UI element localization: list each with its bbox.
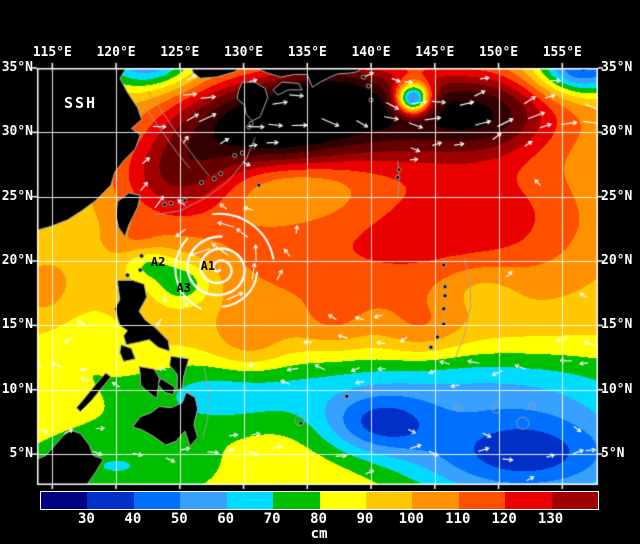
colorbar-tick-label: 70 [263, 511, 281, 527]
lat-tick-label-left: 5°N [9, 446, 33, 462]
lon-tick-label: 155°E [542, 45, 582, 60]
colorbar-tick-labels: 30 40 50 60 70 80 90 100 110 120 130 [0, 511, 640, 527]
colorbar-segment [319, 492, 366, 509]
lon-tick-label: 140°E [351, 45, 391, 60]
colorbar-tick-label: 80 [310, 511, 327, 527]
colorbar-segment [273, 492, 320, 509]
field-label: SSH [64, 94, 98, 112]
lat-tick-label-left: 20°N [1, 253, 33, 269]
colorbar-tick-label: 40 [124, 511, 142, 527]
colorbar-segment [365, 492, 413, 509]
colorbar-segment [133, 492, 181, 509]
colorbar-tick-label: 100 [398, 511, 424, 527]
colorbar-tick-label: 60 [217, 511, 235, 527]
colorbar-tick-label: 110 [445, 511, 471, 527]
lon-tick-label: 125°E [160, 45, 200, 60]
lon-tick-label: 130°E [223, 45, 264, 60]
lon-tick-label: 150°E [478, 45, 519, 60]
lat-tick-label-right: 30°N [601, 124, 633, 140]
lat-tick-label-left: 15°N [1, 317, 33, 333]
colorbar [40, 491, 599, 510]
colorbar-segment [180, 492, 227, 509]
lon-tick-label: 135°E [287, 45, 327, 60]
colorbar-tick-label: 50 [170, 511, 188, 527]
lat-tick-label-right: 20°N [601, 253, 633, 269]
lon-tick-label: 145°E [415, 45, 455, 60]
colorbar-tick-label: 30 [77, 511, 95, 527]
colorbar-segment [551, 492, 599, 509]
lat-tick-label-right: 10°N [601, 381, 633, 397]
colorbar-segment [505, 492, 552, 509]
lat-tick-label-left: 35°N [1, 60, 33, 75]
lon-tick-label: 120°E [96, 45, 136, 60]
colorbar-segment [226, 492, 274, 509]
colorbar-segment [87, 492, 134, 509]
lat-tick-label-left: 10°N [1, 381, 33, 397]
colorbar-unit-label: cm [310, 526, 328, 542]
lat-tick-label-right: 35°N [601, 60, 633, 75]
lat-tick-label-right: 15°N [601, 317, 633, 333]
colorbar-tick-label: 130 [537, 511, 564, 527]
station-label-a1: A1 [200, 258, 216, 273]
colorbar-segment [458, 492, 506, 509]
colorbar-segment [41, 492, 88, 509]
lat-tick-label-left: 30°N [1, 124, 33, 140]
lon-tick-label: 115°E [32, 45, 72, 60]
lat-tick-label-right: 5°N [601, 446, 625, 462]
station-label-a3: A3 [176, 281, 191, 296]
station-label-a2: A2 [150, 255, 166, 270]
colorbar-tick-label: 90 [356, 511, 374, 527]
lat-tick-label-left: 25°N [1, 188, 33, 204]
colorbar-tick-label: 120 [491, 511, 517, 527]
colorbar-segment [412, 492, 459, 509]
lat-tick-label-right: 25°N [601, 188, 633, 204]
